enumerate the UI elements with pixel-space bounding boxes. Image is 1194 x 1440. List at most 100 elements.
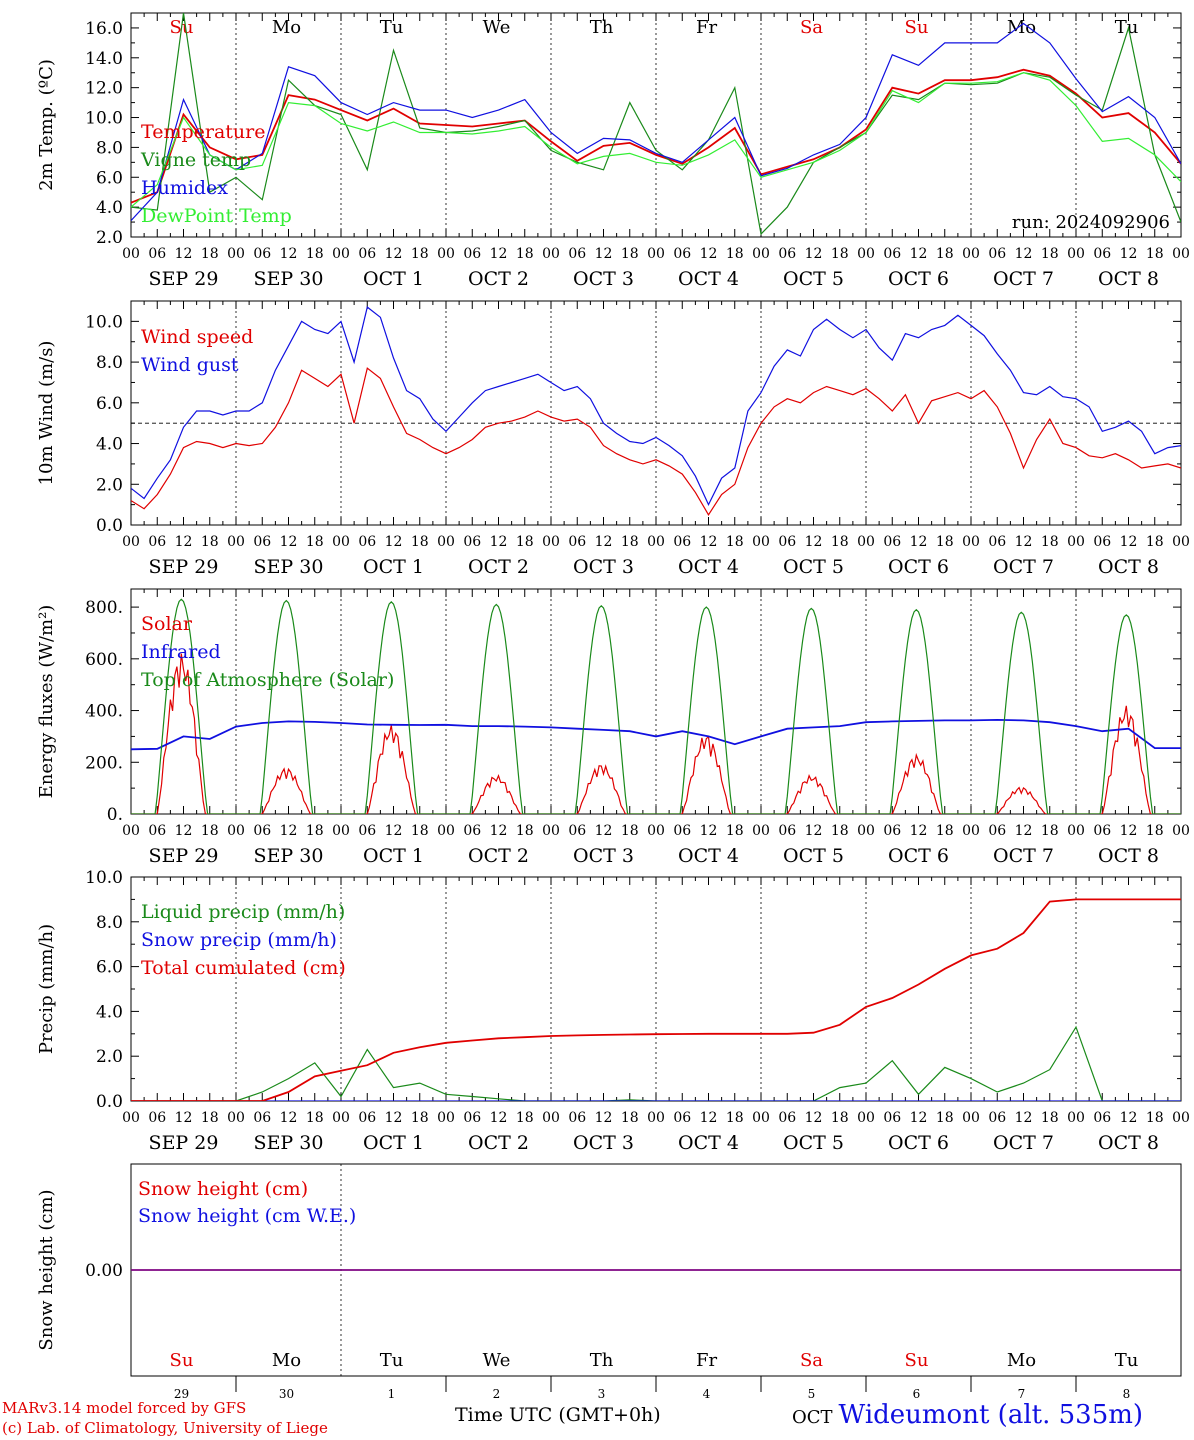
x-day-label: OCT 6 xyxy=(888,268,949,290)
x-hour-label: 18 xyxy=(1041,823,1059,839)
weekday-label: Tu xyxy=(380,1350,404,1371)
x-hour-label: 12 xyxy=(1120,823,1138,839)
panel-2: 0.0 2.0 4.0 6.0 8.0 10.0 10m Wind (m/s) 00 06 12 1… xyxy=(36,300,1190,578)
x-hour-label: 00 xyxy=(332,1110,350,1126)
x-day-label: OCT 8 xyxy=(1098,1132,1159,1154)
x-hour-label: 06 xyxy=(778,1110,796,1126)
x-day-label: OCT 4 xyxy=(678,845,739,867)
weekday-label: We xyxy=(483,1350,511,1371)
x-day-label: OCT 3 xyxy=(573,845,634,867)
x-hour-label: 18 xyxy=(831,246,849,262)
x-day-label: OCT 5 xyxy=(783,845,844,867)
series-group xyxy=(131,898,1181,1101)
bottom-day-number: 3 xyxy=(598,1387,606,1401)
x-hour-label: 00 xyxy=(542,823,560,839)
legend-entry: Solar xyxy=(141,613,193,635)
y-tick-label: 6.0 xyxy=(96,168,123,188)
x-hour-label: 00 xyxy=(647,534,665,550)
series-group xyxy=(131,13,1181,236)
x-hour-label: 06 xyxy=(148,246,166,262)
x-day-label: OCT 5 xyxy=(783,556,844,578)
x-hour-label: 12 xyxy=(175,246,193,262)
x-hour-label: 06 xyxy=(1093,1110,1111,1126)
x-hour-label: 00 xyxy=(332,534,350,550)
x-hour-label: 06 xyxy=(778,823,796,839)
panel-5: 0.00 Snow height (cm) Su Mo Tu We Th Fr Sa Su Mo Tu… xyxy=(36,1163,1182,1401)
x-day-label: OCT 6 xyxy=(888,845,949,867)
x-hour-label: 06 xyxy=(1093,534,1111,550)
weekday-label: Mo xyxy=(272,1350,301,1371)
x-day-label: OCT 7 xyxy=(993,845,1054,867)
x-hour-label: 18 xyxy=(306,1110,324,1126)
x-hour-label: 00 xyxy=(332,246,350,262)
x-hour-label: 12 xyxy=(1120,534,1138,550)
legend-entry: Humidex xyxy=(141,177,228,199)
x-hour-label: 18 xyxy=(201,534,219,550)
x-hour-label: 12 xyxy=(805,246,823,262)
series-line xyxy=(131,653,1181,814)
x-hour-label: 18 xyxy=(411,1110,429,1126)
x-hour-label: 00 xyxy=(1172,534,1190,550)
x-hour-label: 06 xyxy=(148,823,166,839)
x-hour-label: 00 xyxy=(752,534,770,550)
x-hour-label: 12 xyxy=(490,246,508,262)
x-hour-label: 06 xyxy=(463,1110,481,1126)
x-hour-label: 00 xyxy=(752,823,770,839)
legend-entry: DewPoint Temp xyxy=(141,205,292,227)
x-hour-label: 00 xyxy=(122,246,140,262)
panel-1: 2.0 4.0 6.0 8.0 10.0 12.0 14.0 16.0 2m Temp. (ºC… xyxy=(36,12,1190,290)
y-tick-label: 600. xyxy=(85,650,123,670)
series-line xyxy=(131,13,1181,236)
x-hour-label: 18 xyxy=(1041,246,1059,262)
bottom-day-number: 5 xyxy=(808,1387,816,1401)
x-hour-label: 06 xyxy=(148,1110,166,1126)
x-hour-label: 18 xyxy=(411,534,429,550)
x-day-label: OCT 8 xyxy=(1098,268,1159,290)
x-hour-label: 18 xyxy=(936,1110,954,1126)
x-hour-label: 00 xyxy=(332,823,350,839)
panel-3: 0. 200. 400. 600. 800. Energy fluxes (W/m²) 00… xyxy=(36,588,1190,867)
weekday-label: Mo xyxy=(272,17,301,38)
series-group xyxy=(131,598,1181,814)
x-hour-label: 18 xyxy=(936,246,954,262)
x-day-label: SEP 29 xyxy=(149,845,219,867)
x-hour-label: 18 xyxy=(726,534,744,550)
legend-entry: Infrared xyxy=(141,641,221,663)
x-hour-label: 12 xyxy=(595,246,613,262)
x-day-label: OCT 2 xyxy=(468,556,529,578)
x-hour-label: 12 xyxy=(490,534,508,550)
x-hour-label: 18 xyxy=(726,1110,744,1126)
x-hour-label: 00 xyxy=(122,534,140,550)
x-hour-label: 12 xyxy=(910,823,928,839)
y-tick-label: 200. xyxy=(85,753,123,773)
weekday-label: Su xyxy=(170,1350,194,1371)
legend-entry: Wind gust xyxy=(141,354,239,376)
x-hour-label: 00 xyxy=(752,246,770,262)
x-day-label: OCT 7 xyxy=(993,268,1054,290)
credit-model: MARv3.14 model forced by GFS xyxy=(2,1399,247,1417)
x-hour-label: 12 xyxy=(175,1110,193,1126)
x-hour-label: 12 xyxy=(280,823,298,839)
x-hour-label: 18 xyxy=(621,1110,639,1126)
weekday-label: We xyxy=(483,17,511,38)
x-hour-label: 06 xyxy=(253,534,271,550)
x-hour-label: 00 xyxy=(1172,823,1190,839)
x-hour-label: 18 xyxy=(621,246,639,262)
weekday-label: Sa xyxy=(800,17,823,38)
bottom-day-number: 8 xyxy=(1123,1387,1131,1401)
x-day-label: OCT 2 xyxy=(468,845,529,867)
x-day-label: OCT 8 xyxy=(1098,845,1159,867)
series-group xyxy=(131,306,1181,516)
weekday-label: Tu xyxy=(380,17,404,38)
credits: MARv3.14 model forced by GFS (c) Lab. of… xyxy=(2,1398,328,1438)
x-day-label: SEP 30 xyxy=(254,845,324,867)
series-line xyxy=(131,367,1181,516)
x-hour-label: 00 xyxy=(227,534,245,550)
x-hour-label: 12 xyxy=(1015,246,1033,262)
credit-lab: (c) Lab. of Climatology, University of L… xyxy=(2,1419,328,1437)
x-day-label: OCT 8 xyxy=(1098,556,1159,578)
x-hour-label: 18 xyxy=(306,823,324,839)
weekday-label: Th xyxy=(590,17,614,38)
x-hour-label: 12 xyxy=(490,1110,508,1126)
weekday-label: Th xyxy=(590,1350,614,1371)
